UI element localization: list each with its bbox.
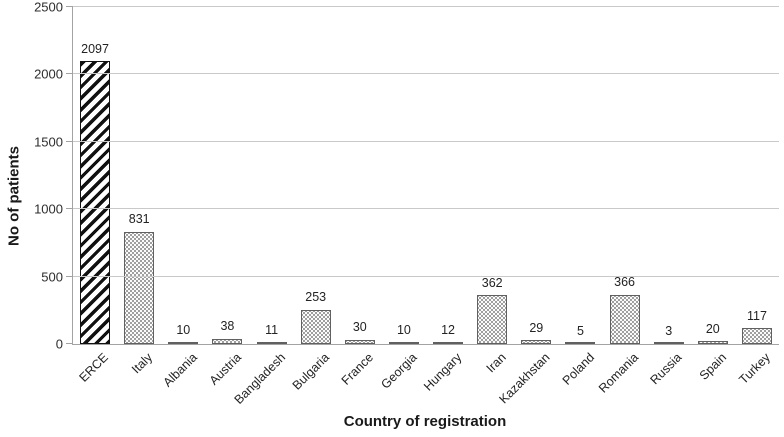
- y-axis-title: No of patients: [5, 146, 23, 246]
- x-axis-title: Country of registration: [343, 413, 507, 430]
- x-category-label: Georgia: [378, 350, 421, 392]
- bar-slot: 362 Iran: [470, 7, 514, 375]
- bar-value-label: 11: [265, 323, 279, 338]
- y-tick-mark: [66, 208, 73, 210]
- bar-france: [344, 339, 375, 344]
- bar-georgia: [388, 342, 419, 344]
- x-category-label: Turkey: [736, 350, 774, 387]
- bar-value-label: 2097: [81, 41, 109, 56]
- y-tick-label: 1500: [34, 134, 63, 150]
- gridline: [73, 6, 779, 7]
- x-category-label: Iran: [483, 350, 509, 376]
- bar-value-label: 5: [576, 323, 584, 338]
- gridline: [73, 208, 779, 210]
- bar-value-label: 117: [746, 308, 767, 323]
- bar-value-label: 10: [176, 323, 191, 338]
- bar-slot: 38 Austria: [205, 7, 249, 387]
- plot-area: 2097 ERCE 831 Italy 10 Albania 38 Austria 11 Bang…: [34, 1, 779, 407]
- gridline: [73, 73, 779, 75]
- x-category-label: Bulgaria: [289, 350, 332, 393]
- x-category-label: Spain: [696, 350, 730, 383]
- bar-slot: 117 Turkey: [735, 7, 779, 387]
- bar-slot: 10 Albania: [160, 7, 205, 390]
- x-category-label: Romania: [595, 350, 641, 396]
- bar-albania: [168, 342, 199, 344]
- bar-italy: [124, 231, 155, 344]
- x-category-label: Russia: [647, 350, 685, 388]
- bar-value-label: 29: [529, 320, 544, 335]
- bar-slot: 29 Kazakhstan: [496, 7, 558, 407]
- bar-slot: 831 Italy: [117, 7, 161, 376]
- bar-slot: 11 Bangladesh: [231, 7, 294, 407]
- y-tick-label: 500: [41, 269, 63, 285]
- bar-slot: 30 France: [338, 7, 382, 387]
- bar-bulgaria: [300, 309, 331, 344]
- y-tick-mark: [66, 275, 73, 277]
- bar-value-label: 10: [396, 323, 411, 338]
- bar-slot: 10 Georgia: [379, 7, 426, 392]
- bar-hungary: [433, 342, 464, 344]
- bar-value-label: 366: [614, 275, 635, 290]
- x-category-label: France: [338, 350, 377, 388]
- bar-spain: [697, 341, 728, 344]
- bar-kazakhstan: [521, 340, 552, 344]
- bar-russia: [653, 342, 684, 344]
- bar-value-label: 831: [128, 212, 150, 227]
- y-tick-label: 2000: [34, 66, 63, 82]
- bar-slot: 253 Bulgaria: [290, 7, 338, 392]
- gridline: [73, 275, 779, 277]
- bar-slot: 366 Romania: [595, 7, 647, 395]
- y-tick-mark: [66, 73, 73, 75]
- y-tick-label: 1000: [34, 201, 63, 217]
- y-tick-mark: [66, 140, 73, 142]
- x-category-label: Albania: [160, 350, 200, 390]
- bar-slot: 3 Russia: [647, 7, 691, 387]
- bar-erce: [80, 61, 111, 344]
- y-tick-label: 0: [55, 336, 63, 352]
- x-category-label: Italy: [129, 350, 156, 377]
- x-category-label: Hungary: [420, 350, 465, 394]
- bar-slot: 12 Hungary: [421, 7, 470, 394]
- bar-value-label: 3: [665, 324, 673, 339]
- bar-iran: [477, 295, 508, 344]
- bars-container: 2097 ERCE 831 Italy 10 Albania 38 Austria 11 Bang…: [73, 7, 779, 407]
- bar-poland: [565, 342, 596, 344]
- bar-romania: [609, 294, 640, 344]
- x-category-label: Poland: [559, 350, 597, 388]
- bar-value-label: 253: [305, 290, 327, 305]
- gridline: [73, 140, 779, 142]
- y-tick-mark: [66, 343, 73, 344]
- bar-slot: 20 Spain: [691, 7, 735, 383]
- bar-slot: 2097 ERCE: [73, 7, 117, 385]
- x-category-label: ERCE: [76, 350, 112, 385]
- x-category-label: Austria: [206, 350, 244, 388]
- bar-value-label: 30: [352, 320, 367, 335]
- bar-value-label: 362: [481, 275, 503, 290]
- bar-turkey: [741, 328, 772, 344]
- y-tick-mark: [66, 6, 73, 7]
- bar-austria: [212, 338, 243, 344]
- bar-value-label: 38: [220, 319, 235, 334]
- y-tick-label: 2500: [34, 0, 63, 15]
- bar-slot: 5 Poland: [558, 7, 602, 388]
- bar-value-label: 12: [441, 322, 456, 337]
- bar-value-label: 20: [705, 321, 720, 336]
- bar-bangladesh: [256, 342, 287, 344]
